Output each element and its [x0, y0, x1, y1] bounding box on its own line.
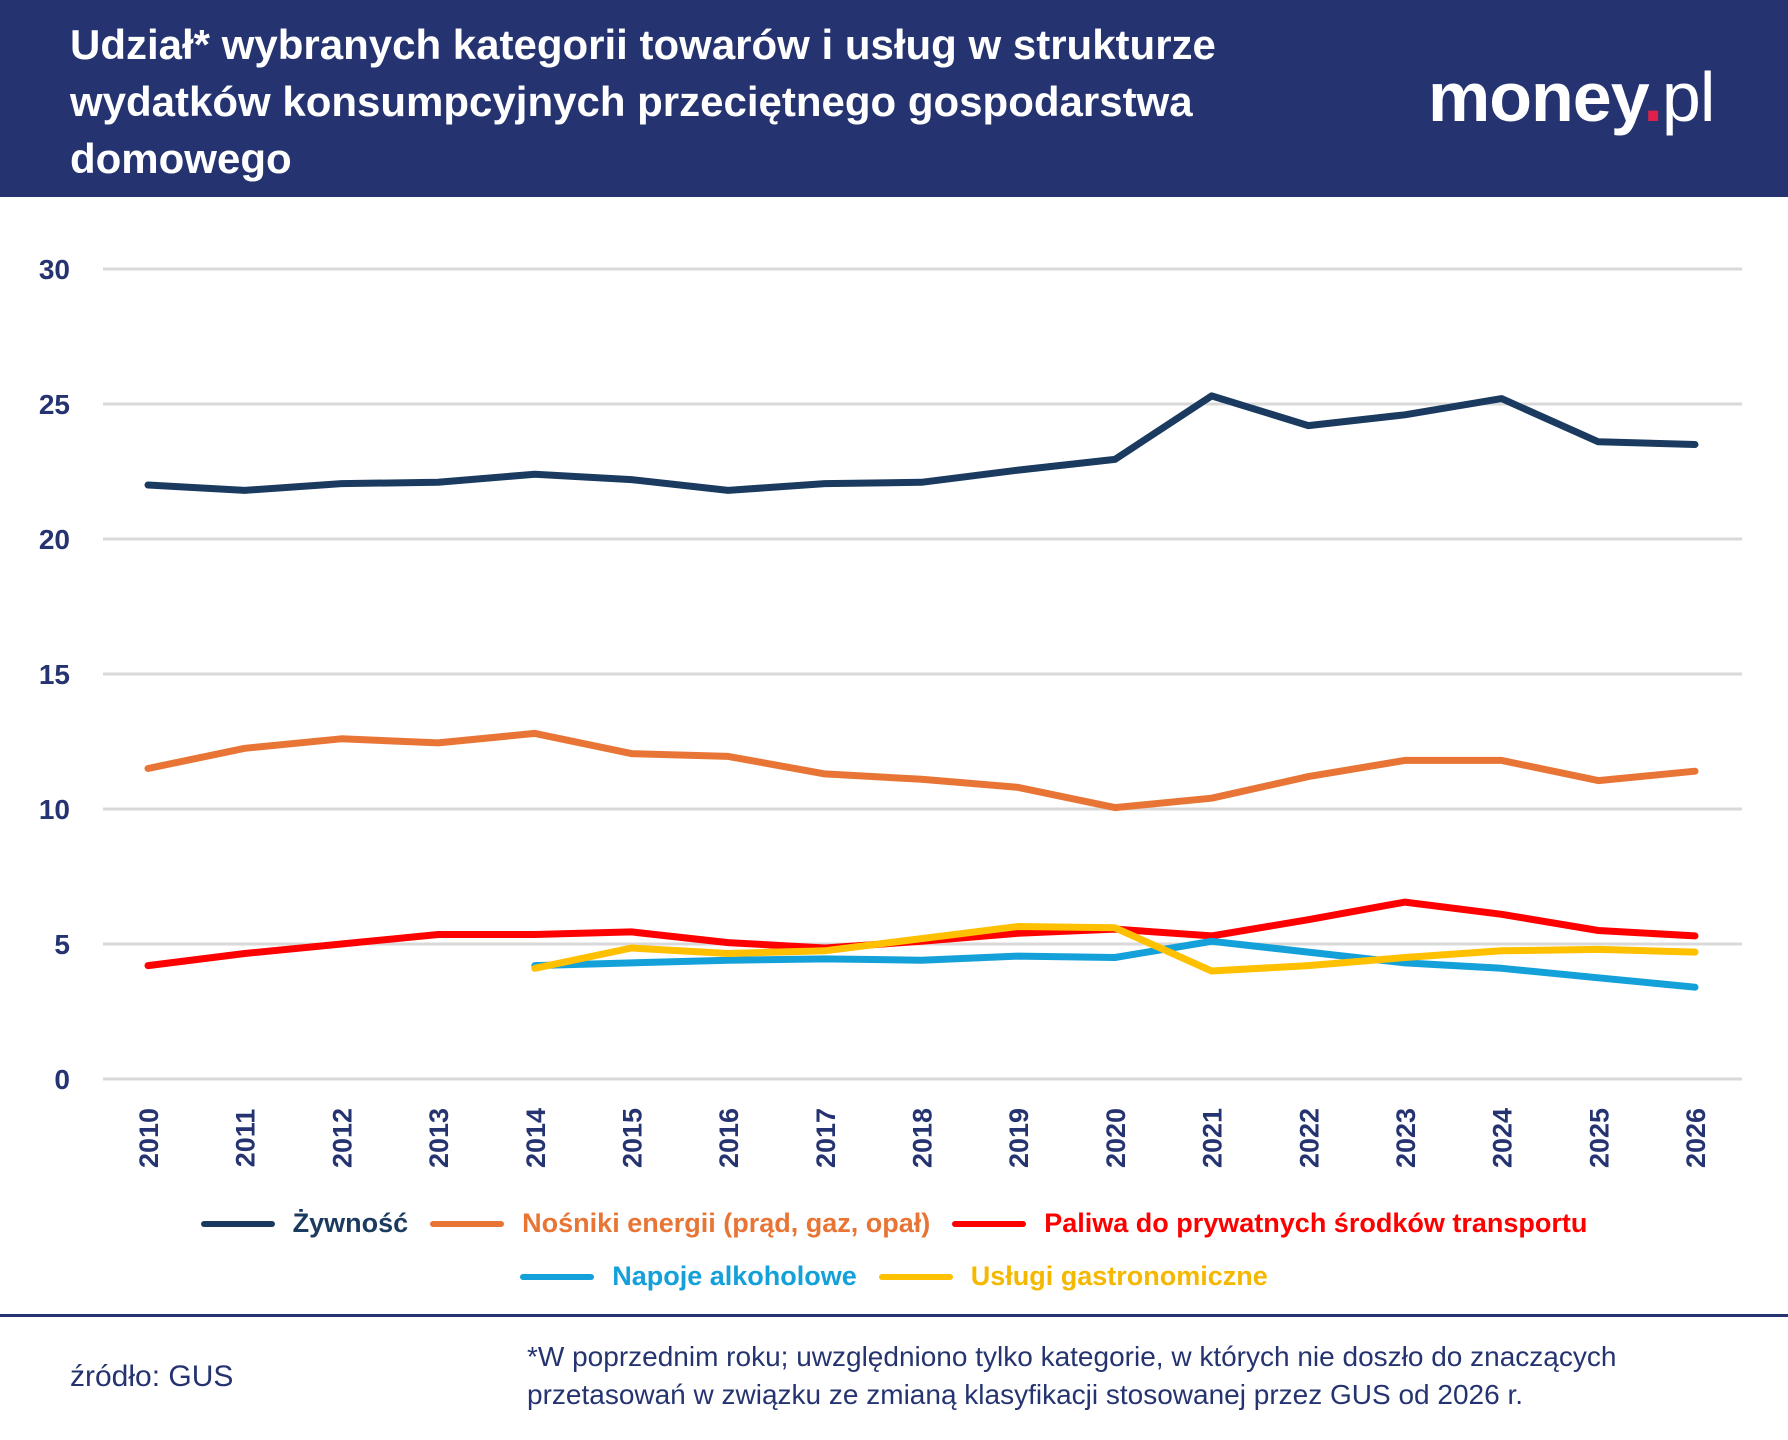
chart-title: Udział* wybranych kategorii towarów i us…	[70, 21, 1216, 182]
x-tick-label: 2014	[521, 1108, 551, 1168]
source-label: źródło: GUS	[70, 1360, 234, 1393]
legend-row-1: Żywność Nośniki energii (prąd, gaz, opał)…	[0, 1208, 1788, 1239]
header: Udział* wybranych kategorii towarów i us…	[0, 0, 1788, 197]
y-tick-label: 5	[54, 929, 70, 960]
legend-swatch	[200, 1220, 275, 1227]
legend-label: Napoje alkoholowe	[612, 1261, 857, 1291]
footnote: *W poprzednim roku; uwzględniono tylko k…	[527, 1338, 1777, 1414]
legend-swatch	[430, 1220, 505, 1227]
legend-label: Paliwa do prywatnych środków transportu	[1044, 1208, 1588, 1238]
legend-item: Paliwa do prywatnych środków transportu	[952, 1208, 1587, 1239]
x-tick-label: 2024	[1488, 1108, 1518, 1168]
footer-divider	[0, 1314, 1788, 1317]
legend-swatch	[520, 1273, 595, 1280]
series-line-3	[531, 937, 1699, 991]
x-tick-label: 2025	[1584, 1108, 1614, 1168]
footnote-line-1: *W poprzednim roku; uwzględniono tylko k…	[527, 1341, 1617, 1372]
series-line-1	[144, 729, 1699, 812]
y-tick-label: 30	[39, 254, 70, 285]
x-tick-label: 2017	[811, 1108, 841, 1168]
legend-item: Napoje alkoholowe	[520, 1261, 857, 1292]
x-tick-label: 2019	[1004, 1108, 1034, 1168]
x-tick-label: 2023	[1391, 1108, 1421, 1168]
y-tick-label: 25	[39, 389, 70, 420]
x-tick-label: 2012	[327, 1108, 357, 1168]
y-tick-label: 15	[39, 659, 70, 690]
x-tick-label: 2022	[1294, 1108, 1324, 1168]
x-tick-label: 2021	[1198, 1108, 1228, 1168]
x-tick-label: 2011	[231, 1109, 261, 1168]
legend-swatch	[878, 1273, 953, 1280]
legend-swatch	[952, 1220, 1027, 1227]
legend-label: Usługi gastronomiczne	[970, 1261, 1268, 1291]
logo-main: money	[1428, 58, 1644, 136]
legend-row-2: Napoje alkoholowe Usługi gastronomiczne	[0, 1261, 1788, 1292]
legend-label: Nośniki energii (prąd, gaz, opał)	[522, 1208, 931, 1238]
x-tick-label: 2016	[714, 1108, 744, 1168]
x-tick-label: 2020	[1101, 1108, 1131, 1168]
legend-item: Usługi gastronomiczne	[878, 1261, 1268, 1292]
x-tick-label: 2026	[1681, 1108, 1711, 1168]
series-line-4	[531, 923, 1699, 975]
x-tick-label: 2018	[908, 1108, 938, 1168]
x-tick-label: 2015	[617, 1108, 647, 1168]
logo-suffix: pl	[1661, 58, 1715, 136]
footnote-line-2: przetasowań w związku ze zmianą klasyfik…	[527, 1379, 1523, 1410]
legend-item: Nośniki energii (prąd, gaz, opał)	[430, 1208, 930, 1239]
series-line-0	[144, 392, 1699, 494]
y-tick-label: 20	[39, 524, 70, 555]
logo-dot: .	[1643, 58, 1662, 136]
money-pl-logo: money.pl	[1428, 62, 1715, 132]
y-tick-label: 10	[39, 794, 70, 825]
legend-item: Żywność	[200, 1208, 409, 1239]
x-tick-label: 2013	[424, 1108, 454, 1168]
y-tick-label: 0	[54, 1064, 70, 1095]
legend-label: Żywność	[292, 1208, 409, 1238]
x-tick-label: 2010	[134, 1108, 164, 1168]
